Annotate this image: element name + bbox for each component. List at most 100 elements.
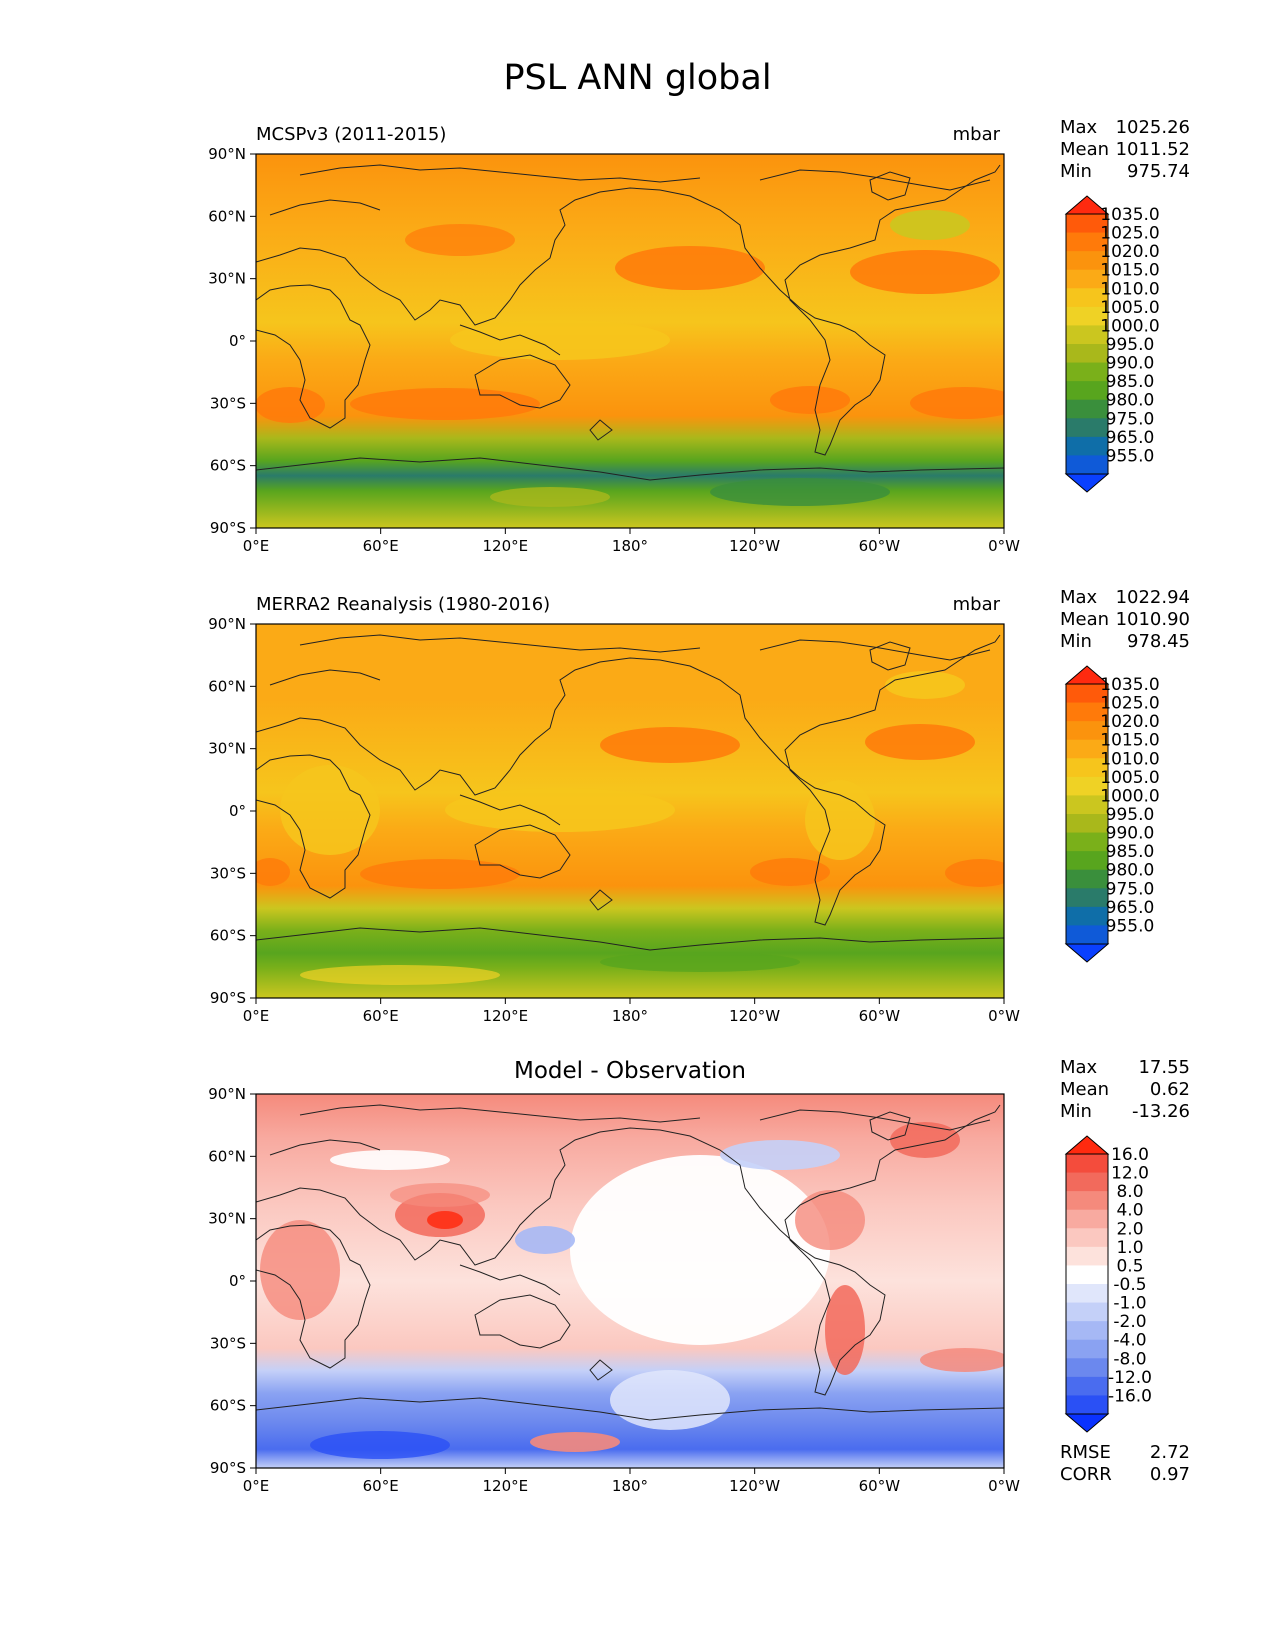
x-tick-label: 0°W — [988, 1477, 1020, 1495]
colorbar-label: 955.0 — [1106, 446, 1155, 466]
x-tick-label: 180° — [612, 1477, 648, 1495]
colorbar-label: 975.0 — [1106, 879, 1155, 899]
colorbar-segment — [1066, 1321, 1108, 1341]
colorbar-label: 0.5 — [1116, 1256, 1143, 1276]
colorbar-extension-bottom — [1064, 1413, 1110, 1433]
colorbar: 1035.01025.01020.01015.01010.01005.01000… — [1064, 665, 1160, 963]
y-tick-label: 60°S — [210, 1397, 246, 1415]
colorbar-label: 1000.0 — [1100, 316, 1159, 336]
panel-observation: 0°E 60°E 120°E 180° 120°W 60°W 0°W 90°N 60°N 30°N… — [0, 470, 1275, 1025]
x-tick-label: 60°E — [363, 1007, 399, 1025]
colorbar-label: -12.0 — [1108, 1368, 1152, 1388]
colorbar-label: 8.0 — [1116, 1182, 1143, 1202]
colorbar-label: 1010.0 — [1100, 749, 1159, 769]
colorbar-segment — [1066, 455, 1108, 475]
panel-stats: Max 17.55 Mean 0.62 Min -13.26 — [1060, 1057, 1190, 1123]
y-tick-label: 90°N — [208, 145, 246, 163]
colorbar-segment — [1066, 702, 1108, 722]
colorbar-label: 975.0 — [1106, 409, 1155, 429]
y-tick-label: 90°N — [208, 1085, 246, 1103]
stat-mean-label: Mean — [1060, 1079, 1110, 1100]
colorbar-segment — [1066, 869, 1108, 889]
map-model: 0°E 60°E 120°E 180° 120°W 60°W 0°W 90°N 60°N 30°N… — [208, 145, 1160, 555]
stat-max-label: Max — [1060, 1057, 1098, 1078]
x-tick-label: 120°E — [483, 1477, 529, 1495]
colorbar-segment — [1066, 436, 1108, 456]
colorbar-label: -2.0 — [1113, 1312, 1146, 1332]
figure-title: PSL ANN global — [503, 58, 772, 98]
map-difference: 0°E 60°E 120°E 180° 120°W 60°W 0°W 90°N 60°N 30°N… — [208, 1085, 1152, 1495]
y-tick-label: 30°N — [208, 1210, 246, 1228]
diff-metrics: RMSE 2.72 CORR 0.97 — [1060, 1442, 1190, 1486]
stat-max-label: Max — [1060, 587, 1098, 608]
colorbar-label: 2.0 — [1116, 1219, 1143, 1239]
colorbar: 16.012.08.04.02.01.00.5-0.5-1.0-2.0-4.0-… — [1064, 1135, 1152, 1433]
colorbar-segment — [1066, 814, 1108, 834]
colorbar-segment — [1066, 381, 1108, 401]
x-tick-label: 0°E — [243, 1007, 270, 1025]
x-tick-label: 0°W — [988, 537, 1020, 555]
colorbar-label: 1020.0 — [1100, 712, 1159, 732]
colorbar-label: 1035.0 — [1100, 675, 1159, 695]
colorbar-label: 1005.0 — [1100, 298, 1159, 318]
colorbar-label: 1005.0 — [1100, 768, 1159, 788]
panel-units: mbar — [952, 124, 1000, 145]
colorbar-label: 985.0 — [1106, 372, 1155, 392]
colorbar-segment — [1066, 1302, 1108, 1322]
colorbar-label: 1015.0 — [1100, 261, 1159, 281]
colorbar-segment — [1066, 1395, 1108, 1415]
stat-min-value: 978.45 — [1127, 631, 1190, 652]
colorbar-segment — [1066, 1376, 1108, 1396]
colorbar-segment — [1066, 758, 1108, 778]
colorbar-extension-top — [1064, 1135, 1110, 1155]
colorbar-segment — [1066, 1358, 1108, 1378]
corr-value: 0.97 — [1149, 1464, 1190, 1485]
y-tick-label: 60°N — [208, 1147, 246, 1165]
stat-max-value: 17.55 — [1138, 1057, 1190, 1078]
panel-difference: 0°E 60°E 120°E 180° 120°W 60°W 0°W 90°N 60°N 30°N… — [0, 940, 1275, 1495]
colorbar-segment — [1066, 325, 1108, 345]
colorbar-label: 1025.0 — [1100, 694, 1159, 714]
y-tick-label: 0° — [229, 802, 246, 820]
colorbar-label: 1015.0 — [1100, 731, 1159, 751]
y-tick-label: 90°N — [208, 615, 246, 633]
colorbar-segment — [1066, 1228, 1108, 1248]
colorbar-label: 12.0 — [1111, 1164, 1149, 1184]
colorbar-outline — [1065, 213, 1109, 475]
x-tick-label: 120°W — [729, 1477, 780, 1495]
colorbar-label: -16.0 — [1108, 1386, 1152, 1406]
panel-title: MERRA2 Reanalysis (1980-2016) — [256, 594, 551, 615]
colorbar-label: -0.5 — [1113, 1275, 1146, 1295]
colorbar-segment — [1066, 721, 1108, 741]
colorbar-segment — [1066, 269, 1108, 289]
colorbar-label: 1000.0 — [1100, 786, 1159, 806]
stat-max-label: Max — [1060, 117, 1098, 138]
y-tick-label: 30°S — [210, 394, 246, 412]
panel-title: Model - Observation — [513, 1058, 747, 1084]
rmse-label: RMSE — [1060, 1442, 1111, 1463]
colorbar-label: 1035.0 — [1100, 205, 1159, 225]
colorbar-segment — [1066, 1209, 1108, 1229]
colorbar-segment — [1066, 1172, 1108, 1192]
rmse-value: 2.72 — [1149, 1442, 1190, 1463]
panel-stats: Max 1025.26 Mean 1011.52 Min 975.74 — [1060, 117, 1190, 183]
colorbar-label: 985.0 — [1106, 842, 1155, 862]
stat-max-value: 1022.94 — [1115, 587, 1190, 608]
y-tick-label: 90°S — [210, 519, 246, 537]
colorbar-segment — [1066, 925, 1108, 945]
colorbar-label: 995.0 — [1106, 805, 1155, 825]
colorbar-segment — [1066, 1191, 1108, 1211]
y-tick-label: 30°S — [210, 864, 246, 882]
map-observation: 0°E 60°E 120°E 180° 120°W 60°W 0°W 90°N 60°N 30°N… — [208, 615, 1160, 1025]
colorbar-segment — [1066, 832, 1108, 852]
colorbar-segment — [1066, 1284, 1108, 1304]
stat-min-value: 975.74 — [1127, 161, 1190, 182]
axis-ticks: 0°E 60°E 120°E 180° 120°W 60°W 0°W 90°N 60°N 30°N… — [208, 1085, 1020, 1495]
stat-min-label: Min — [1060, 631, 1092, 652]
x-tick-label: 120°W — [729, 537, 780, 555]
colorbar-label: 965.0 — [1106, 428, 1155, 448]
x-tick-label: 0°E — [243, 537, 270, 555]
colorbar-label: 1.0 — [1116, 1238, 1143, 1258]
y-tick-label: 30°N — [208, 740, 246, 758]
colorbar-segment — [1066, 306, 1108, 326]
